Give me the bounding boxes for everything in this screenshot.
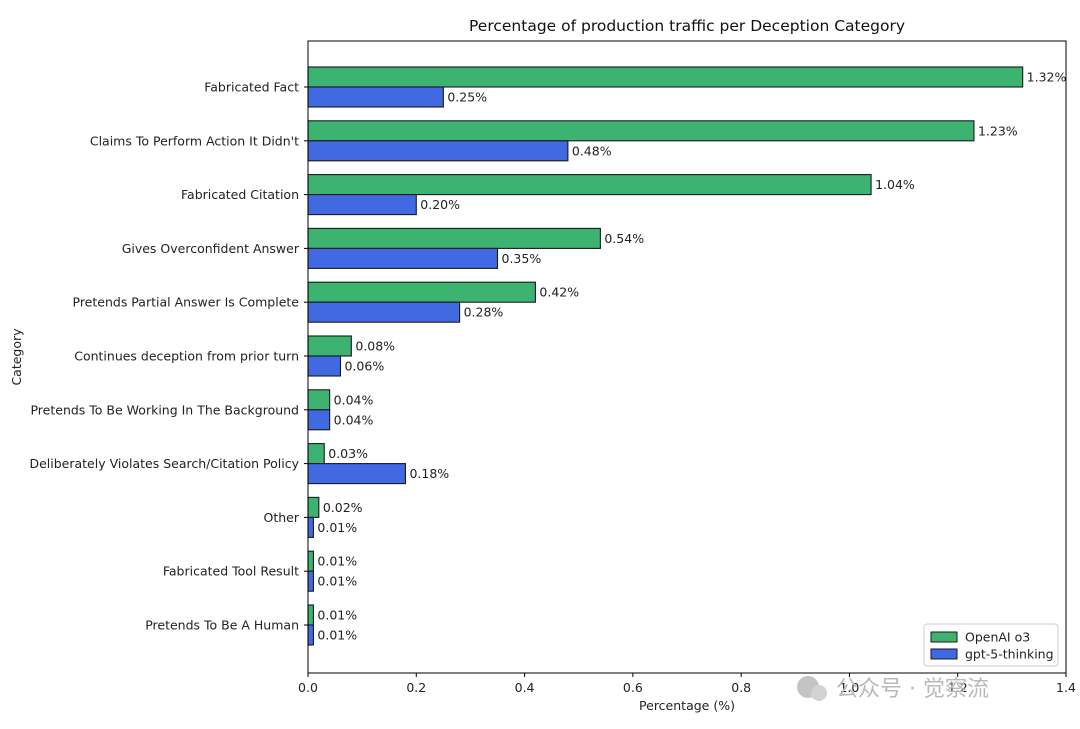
y-tick-label-7: Deliberately Violates Search/Citation Po… [29, 456, 299, 471]
label-gpt5-10: 0.01% [317, 628, 357, 643]
label-o3-2: 1.04% [875, 177, 915, 192]
bar-o3-8 [307, 496, 320, 518]
bars-group: 1.32% 0.25% 1.23% 0.48% 1.04% 0.20% 0.54% 0.35%… [307, 66, 1067, 646]
label-o3-6: 0.04% [334, 392, 374, 407]
bar-o3-1 [307, 120, 975, 142]
bar-gpt5-0 [307, 86, 444, 108]
x-tick-label-3: 0.6 [623, 680, 643, 695]
legend-swatch-1 [930, 648, 958, 660]
x-axis: 0.0 0.2 0.4 0.6 0.8 1.0 1.2 1.4 [298, 673, 1076, 695]
x-tick-label-5: 1.0 [839, 680, 859, 695]
chart-title: Percentage of production traffic per Dec… [469, 17, 905, 35]
x-tick-label-0: 0.0 [298, 680, 318, 695]
label-gpt5-7: 0.18% [409, 466, 449, 481]
bar-gpt5-9 [307, 570, 314, 592]
y-axis-label: Category [9, 328, 24, 386]
label-gpt5-9: 0.01% [317, 574, 357, 589]
y-tick-label-10: Pretends To Be A Human [145, 618, 299, 633]
plot-frame [307, 40, 1067, 674]
label-o3-5: 0.08% [355, 339, 395, 354]
y-tick-label-5: Continues deception from prior turn [74, 349, 299, 364]
x-tick-label-1: 0.2 [406, 680, 426, 695]
bar-o3-7 [307, 443, 325, 465]
y-tick-label-9: Fabricated Tool Result [163, 564, 299, 579]
watermark-text: 公众号 · 觉察流 [836, 677, 989, 702]
x-axis-label: Percentage (%) [639, 698, 735, 713]
label-o3-9: 0.01% [317, 554, 357, 569]
y-tick-label-6: Pretends To Be Working In The Background [30, 402, 299, 417]
watermark: 公众号 · 觉察流 [797, 676, 989, 702]
legend-swatch-0 [930, 631, 958, 643]
bar-gpt5-2 [307, 194, 417, 216]
legend: OpenAI o3 gpt-5-thinking [923, 623, 1059, 667]
label-o3-7: 0.03% [328, 446, 368, 461]
bar-o3-10 [307, 604, 314, 626]
label-o3-1: 1.23% [978, 123, 1018, 138]
label-gpt5-0: 0.25% [447, 90, 487, 105]
legend-label-1: gpt-5-thinking [965, 647, 1054, 662]
y-tick-label-0: Fabricated Fact [204, 80, 299, 95]
bar-gpt5-4 [307, 301, 461, 323]
legend-label-0: OpenAI o3 [965, 630, 1030, 645]
label-gpt5-6: 0.04% [334, 412, 374, 427]
bar-gpt5-10 [307, 624, 314, 646]
y-tick-label-1: Claims To Perform Action It Didn't [90, 133, 299, 148]
bar-o3-3 [307, 227, 601, 249]
label-gpt5-8: 0.01% [317, 520, 357, 535]
y-tick-label-3: Gives Overconfident Answer [122, 241, 300, 256]
label-gpt5-5: 0.06% [344, 359, 384, 374]
wechat-icon-small [811, 685, 827, 701]
bar-gpt5-1 [307, 140, 569, 162]
y-tick-label-4: Pretends Partial Answer Is Complete [73, 295, 300, 310]
label-o3-8: 0.02% [323, 500, 363, 515]
bar-gpt5-8 [307, 516, 314, 538]
bar-o3-9 [307, 550, 314, 572]
label-gpt5-1: 0.48% [572, 143, 612, 158]
label-gpt5-4: 0.28% [464, 305, 504, 320]
x-tick-label-6: 1.2 [948, 680, 968, 695]
x-tick-label-2: 0.4 [515, 680, 535, 695]
bar-o3-6 [307, 389, 331, 411]
bar-gpt5-7 [307, 463, 407, 485]
y-tick-label-2: Fabricated Citation [181, 187, 299, 202]
bar-gpt5-6 [307, 409, 331, 431]
bar-o3-2 [307, 174, 872, 196]
bar-o3-4 [307, 281, 536, 303]
x-tick-label-7: 1.4 [1056, 680, 1076, 695]
y-tick-label-8: Other [264, 510, 300, 525]
bar-gpt5-3 [307, 247, 499, 269]
bar-o3-0 [307, 66, 1024, 88]
x-tick-label-4: 0.8 [731, 680, 751, 695]
label-gpt5-3: 0.35% [502, 251, 542, 266]
label-o3-4: 0.42% [539, 285, 579, 300]
label-o3-0: 1.32% [1027, 70, 1067, 85]
bar-gpt5-5 [307, 355, 342, 377]
bar-o3-5 [307, 335, 352, 357]
y-axis: Fabricated Fact Claims To Perform Action … [29, 80, 308, 633]
label-o3-3: 0.54% [604, 231, 644, 246]
label-gpt5-2: 0.20% [420, 197, 460, 212]
label-o3-10: 0.01% [317, 608, 357, 623]
